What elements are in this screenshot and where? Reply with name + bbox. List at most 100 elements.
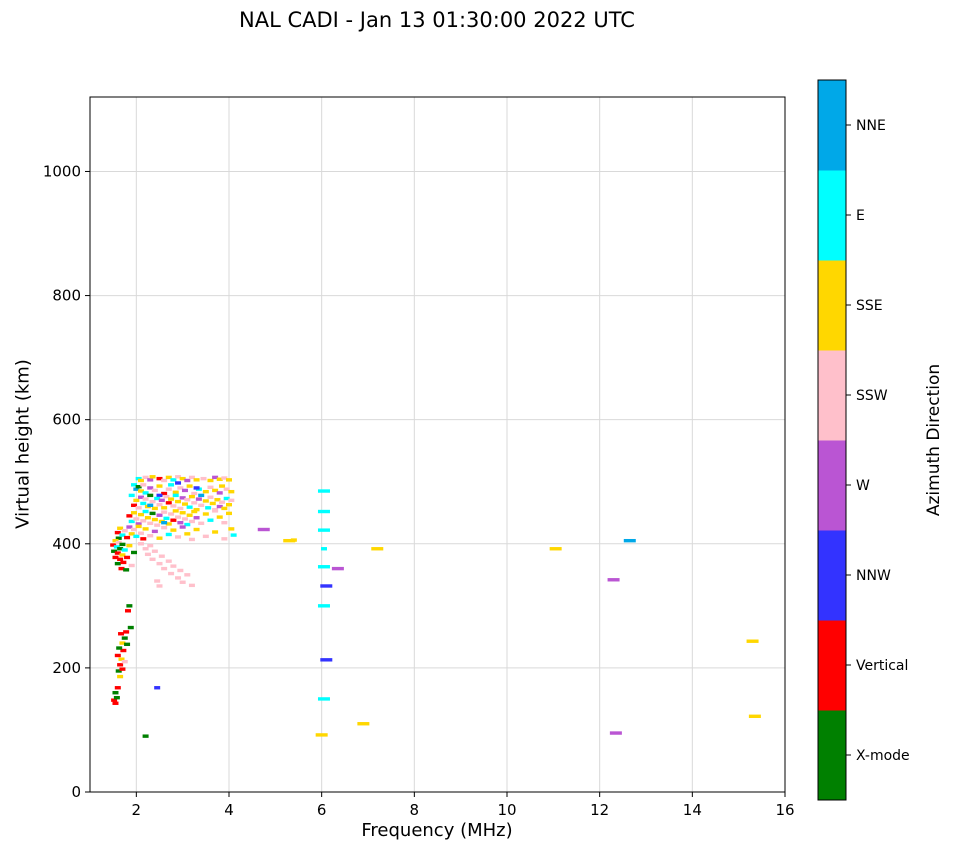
- x-tick-label: 2: [132, 801, 142, 819]
- scatter-point: [193, 516, 200, 520]
- scatter-point: [228, 489, 235, 494]
- scatter-point: [112, 538, 119, 543]
- y-tick-label: 0: [71, 783, 81, 801]
- scatter-point: [175, 576, 182, 580]
- scatter-point: [119, 667, 126, 671]
- scatter-point: [607, 578, 620, 582]
- scatter-point: [331, 566, 344, 571]
- scatter-point: [170, 504, 177, 508]
- scatter-point: [317, 509, 330, 514]
- scatter-point: [221, 476, 228, 480]
- scatter-point: [191, 501, 198, 505]
- scatter-point: [149, 499, 156, 504]
- scatter-point: [140, 483, 147, 487]
- scatter-point: [181, 502, 188, 506]
- scatter-point: [177, 568, 184, 573]
- scatter-point: [165, 522, 172, 526]
- scatter-point: [142, 734, 149, 738]
- scatter-point: [154, 523, 161, 527]
- scatter-point: [357, 722, 370, 726]
- scatter-point: [212, 475, 219, 480]
- scatter-point: [156, 484, 163, 488]
- scatter-point: [149, 557, 156, 561]
- scatter-point: [137, 478, 144, 483]
- scatter-point: [120, 648, 127, 653]
- x-axis-label: Frequency (MHz): [361, 820, 513, 841]
- colorbar-block-sse: [818, 260, 846, 351]
- scatter-point: [748, 714, 761, 718]
- scatter-point: [184, 478, 191, 483]
- scatter-point: [170, 518, 177, 522]
- scatter-point: [179, 525, 186, 529]
- scatter-point: [188, 494, 195, 499]
- scatter-point: [175, 515, 182, 519]
- scatter-point: [114, 653, 121, 658]
- scatter-point: [154, 686, 161, 690]
- scatter-point: [161, 510, 168, 514]
- x-tick-label: 6: [317, 801, 327, 819]
- scatter-point: [226, 478, 232, 482]
- scatter-point: [165, 501, 172, 505]
- scatter-point: [112, 691, 119, 695]
- scatter-point: [202, 534, 209, 539]
- scatter-point: [119, 641, 126, 645]
- scatter-point: [161, 566, 168, 571]
- x-tick-label: 4: [224, 801, 234, 819]
- scatter-point: [117, 674, 124, 679]
- y-tick-label: 400: [52, 535, 81, 553]
- scatter-point: [112, 701, 119, 705]
- scatter-point: [144, 552, 151, 557]
- scatter-point: [123, 630, 130, 634]
- colorbar-block-vertical: [818, 620, 846, 711]
- scatter-point: [116, 646, 123, 650]
- scatter-point: [191, 491, 198, 496]
- colorbar-block-x-mode: [818, 710, 846, 801]
- scatter-point: [131, 483, 138, 487]
- scatter-point: [114, 530, 121, 535]
- scatter-point: [184, 498, 191, 502]
- scatter-point: [147, 493, 154, 498]
- scatter-point: [119, 533, 126, 537]
- scatter-point: [219, 484, 226, 488]
- y-axis-label: Virtual height (km): [12, 359, 34, 529]
- scatter-point: [119, 553, 126, 557]
- scatter-point: [151, 488, 158, 493]
- scatter-point: [200, 476, 207, 481]
- scatter-point: [221, 520, 228, 525]
- scatter-point: [118, 632, 125, 636]
- scatter-point: [161, 478, 168, 483]
- scatter-point: [151, 529, 158, 534]
- scatter-point: [172, 493, 179, 498]
- scatter-point: [135, 484, 142, 489]
- y-tick-label: 800: [52, 287, 81, 305]
- scatter-point: [317, 565, 330, 569]
- scatter-point: [114, 686, 121, 690]
- scatter-point: [147, 486, 154, 490]
- scatter-point: [184, 573, 191, 577]
- scatter-point: [172, 509, 179, 513]
- scatter-point: [202, 489, 209, 494]
- scatter-point: [117, 663, 124, 667]
- scatter-point: [127, 625, 134, 630]
- scatter-point: [186, 484, 193, 488]
- scatter-point: [175, 535, 182, 539]
- scatter-point: [161, 506, 168, 510]
- scatter-point: [119, 542, 126, 547]
- scatter-point: [317, 604, 330, 608]
- scatter-point: [207, 478, 214, 483]
- scatter-point: [117, 547, 124, 551]
- scatter-point: [290, 538, 297, 542]
- scatter-point: [121, 529, 128, 533]
- scatter-point: [170, 528, 177, 532]
- scatter-point: [216, 515, 223, 519]
- scatter-point: [184, 532, 191, 536]
- scatter-point: [113, 695, 120, 700]
- scatter-point: [121, 659, 128, 664]
- scatter-point: [214, 498, 221, 502]
- scatter-point: [142, 527, 149, 531]
- scatter-point: [198, 493, 205, 498]
- scatter-point: [609, 731, 622, 735]
- scatter-point: [216, 477, 223, 481]
- scatter-point: [163, 494, 170, 499]
- scatter-point: [133, 498, 140, 503]
